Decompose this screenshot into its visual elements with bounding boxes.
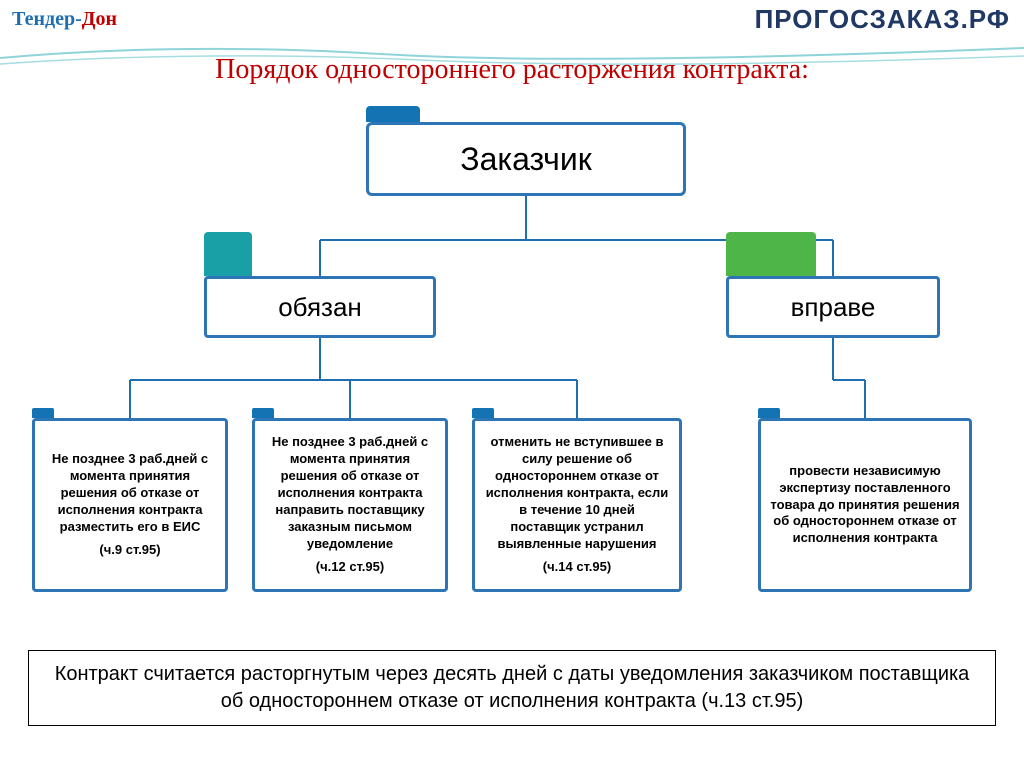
footer-note: Контракт считается расторгнутым через де… bbox=[28, 650, 996, 726]
org-chart: Заказчик обязан вправе Не позднее 3 раб.… bbox=[0, 100, 1024, 640]
brand-left: Тендер-Дон bbox=[12, 8, 117, 31]
node-mid-left: обязан bbox=[204, 276, 436, 338]
node-root: Заказчик bbox=[366, 122, 686, 196]
brand-left-part2: Дон bbox=[82, 8, 117, 30]
mid-right-tab bbox=[726, 232, 816, 276]
root-tab bbox=[366, 106, 420, 122]
leaf1-ref: (ч.9 ст.95) bbox=[99, 542, 160, 559]
leaf2-tab bbox=[252, 408, 274, 418]
brand-right: ПРОГОСЗАКАЗ.РФ bbox=[755, 4, 1010, 35]
node-mid-right: вправе bbox=[726, 276, 940, 338]
node-root-label: Заказчик bbox=[460, 141, 591, 178]
leaf3-ref: (ч.14 ст.95) bbox=[543, 559, 611, 576]
node-mid-left-label: обязан bbox=[278, 292, 362, 323]
leaf4-tab bbox=[758, 408, 780, 418]
page-title: Порядок одностороннего расторжения контр… bbox=[0, 54, 1024, 86]
leaf2-ref: (ч.12 ст.95) bbox=[316, 559, 384, 576]
node-leaf-1: Не позднее 3 раб.дней с момента принятия… bbox=[32, 418, 228, 592]
leaf2-text: Не позднее 3 раб.дней с момента принятия… bbox=[263, 434, 437, 552]
leaf3-tab bbox=[472, 408, 494, 418]
leaf4-text: провести независимую экспертизу поставле… bbox=[769, 463, 961, 547]
brand-left-part1: Тендер- bbox=[12, 8, 82, 30]
node-mid-right-label: вправе bbox=[791, 292, 876, 323]
leaf3-text: отменить не вступившее в силу решение об… bbox=[483, 434, 671, 552]
leaf1-tab bbox=[32, 408, 54, 418]
node-leaf-3: отменить не вступившее в силу решение об… bbox=[472, 418, 682, 592]
leaf1-text: Не позднее 3 раб.дней с момента принятия… bbox=[43, 451, 217, 535]
mid-left-tab bbox=[204, 232, 252, 276]
node-leaf-2: Не позднее 3 раб.дней с момента принятия… bbox=[252, 418, 448, 592]
node-leaf-4: провести независимую экспертизу поставле… bbox=[758, 418, 972, 592]
